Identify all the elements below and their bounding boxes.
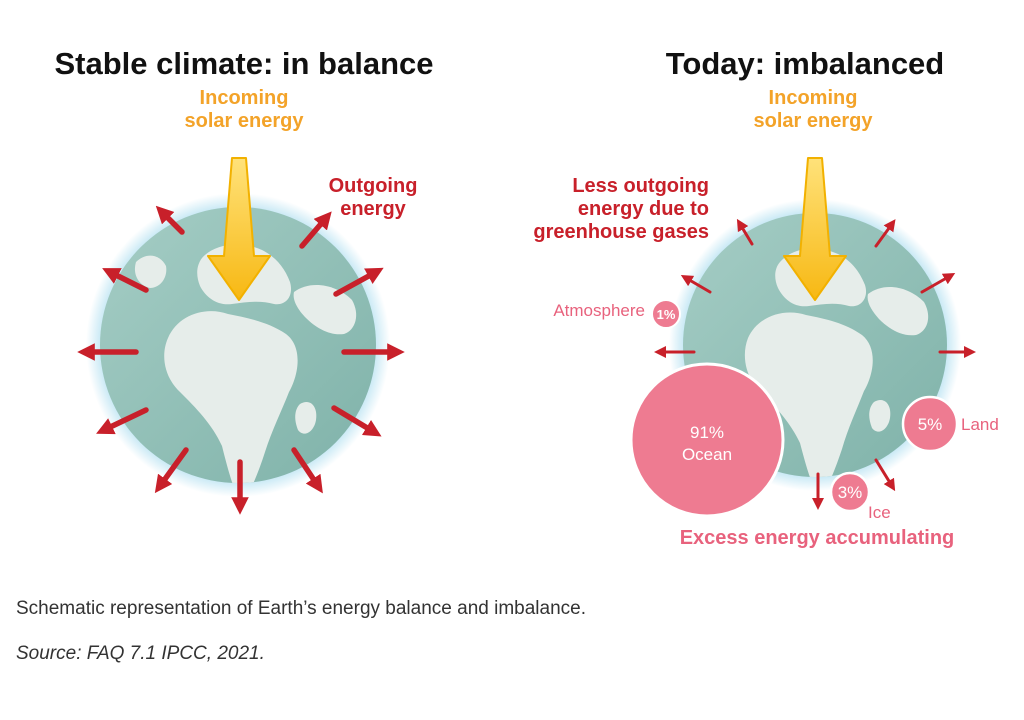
outgoing-arrow: [333, 267, 384, 297]
left-outgoing-line2: energy: [340, 198, 406, 220]
left-solar-arrow: [207, 157, 271, 301]
right-incoming-line1: Incoming: [769, 87, 858, 109]
right-outgoing-arrows: [654, 218, 976, 510]
outgoing-arrow: [102, 268, 149, 293]
outgoing-arrow: [155, 205, 185, 235]
right-less-line3: greenhouse gases: [533, 221, 709, 243]
figure-caption: Schematic representation of Earth’s ener…: [16, 598, 586, 619]
ocean-marker: 91% Ocean: [629, 362, 785, 518]
ice-label: Ice: [868, 503, 891, 522]
right-panel: Today: imbalanced Incoming solar energy: [533, 46, 998, 549]
land-label: Land: [961, 415, 999, 434]
left-outgoing-line1: Outgoing: [329, 175, 418, 197]
outgoing-arrow: [154, 447, 189, 494]
left-outgoing-arrows: [77, 205, 405, 515]
outgoing-arrow: [96, 407, 149, 435]
ocean-value: 91%: [690, 423, 724, 442]
outgoing-arrow: [874, 219, 896, 248]
left-incoming-line2: solar energy: [185, 110, 305, 132]
right-less-line1: Less outgoing: [572, 175, 709, 197]
right-incoming-line2: solar energy: [754, 110, 874, 132]
right-solar-arrow: [783, 157, 847, 301]
outgoing-arrow: [874, 458, 896, 492]
left-panel: Stable climate: in balance: [54, 46, 434, 515]
right-less-line2: energy due to: [578, 198, 709, 220]
ice-value: 3%: [838, 483, 863, 502]
ocean-label: Ocean: [682, 445, 732, 464]
atmosphere-marker: Atmosphere 1%: [553, 299, 681, 329]
atmosphere-value: 1%: [657, 307, 676, 322]
excess-energy-label: Excess energy accumulating: [680, 527, 955, 549]
right-title: Today: imbalanced: [666, 46, 945, 81]
outgoing-arrow: [291, 447, 323, 494]
left-title: Stable climate: in balance: [54, 46, 433, 81]
outgoing-arrow: [920, 273, 956, 294]
outgoing-arrow: [331, 405, 382, 437]
ice-marker: 3% Ice: [829, 471, 891, 522]
outgoing-arrow: [299, 211, 332, 249]
energy-balance-diagram: Stable climate: in balance: [54, 46, 998, 549]
land-value: 5%: [918, 415, 943, 434]
outgoing-arrow: [680, 274, 712, 294]
left-incoming-line1: Incoming: [200, 87, 289, 109]
atmosphere-label: Atmosphere: [553, 301, 645, 320]
figure-source: Source: FAQ 7.1 IPCC, 2021.: [16, 643, 265, 664]
outgoing-arrow: [736, 218, 754, 246]
land-marker: 5% Land: [901, 395, 999, 453]
